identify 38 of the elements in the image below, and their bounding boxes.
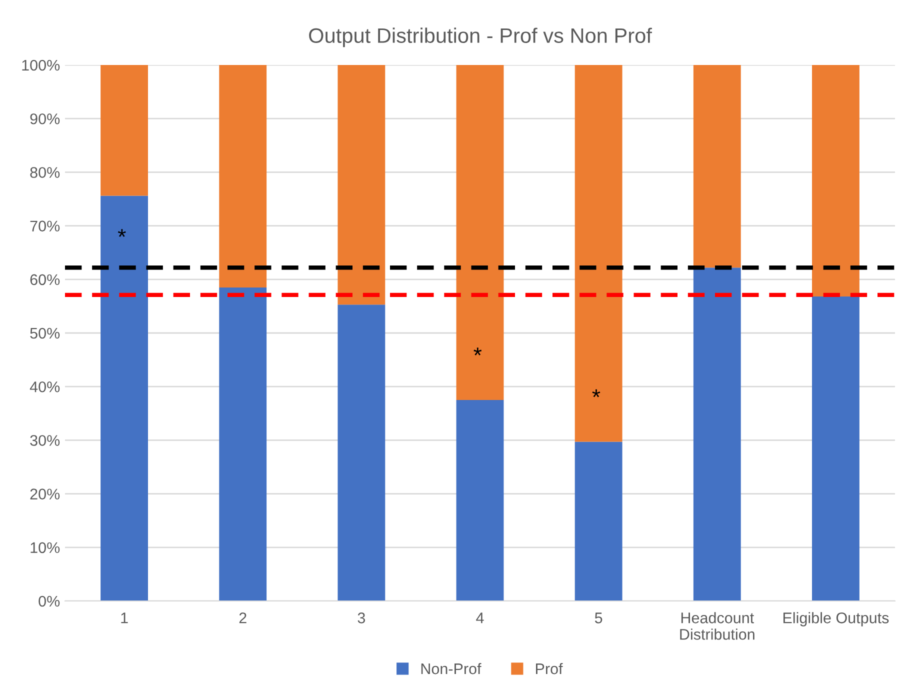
x-tick-label: 3 — [358, 612, 366, 624]
y-tick-label: 10% — [30, 542, 60, 554]
bar — [574, 65, 622, 442]
bar — [100, 196, 148, 601]
y-tick-label: 60% — [30, 274, 60, 286]
y-tick-label: 20% — [30, 488, 60, 500]
y-tick-label: 50% — [30, 328, 60, 339]
bar — [219, 287, 267, 601]
y-tick-label: 30% — [30, 435, 60, 446]
bar — [338, 304, 386, 601]
bar — [812, 296, 860, 601]
bar — [574, 442, 622, 601]
y-tick-label: 0% — [38, 596, 60, 607]
y-tick-label: 70% — [30, 220, 60, 232]
y-tick-label: 90% — [30, 113, 60, 124]
data-label: * — [118, 229, 126, 237]
legend-label: Non-Prof — [421, 663, 482, 674]
x-tick-label: Eligible Outputs — [783, 612, 889, 626]
data-label: * — [592, 389, 600, 398]
x-tick-label: 2 — [239, 612, 246, 624]
bar — [219, 65, 267, 288]
bar — [338, 65, 386, 305]
chart-title: Output Distribution - Prof vs Non Prof — [309, 28, 652, 48]
bar — [456, 65, 504, 400]
x-tick-label: 1 — [121, 612, 128, 624]
y-tick-label: 100% — [22, 60, 60, 71]
x-tick-label: Headcount Distribution — [680, 612, 754, 640]
legend-label: Prof — [536, 663, 563, 674]
bar — [693, 65, 741, 268]
data-label: * — [474, 348, 482, 356]
bar — [693, 268, 741, 601]
bar — [812, 65, 860, 297]
y-tick-label: 40% — [30, 381, 60, 392]
bar — [456, 400, 504, 601]
y-tick-label: 80% — [30, 167, 60, 178]
x-tick-label: 5 — [594, 612, 602, 624]
x-tick-label: 4 — [476, 612, 484, 624]
bar — [100, 65, 148, 196]
